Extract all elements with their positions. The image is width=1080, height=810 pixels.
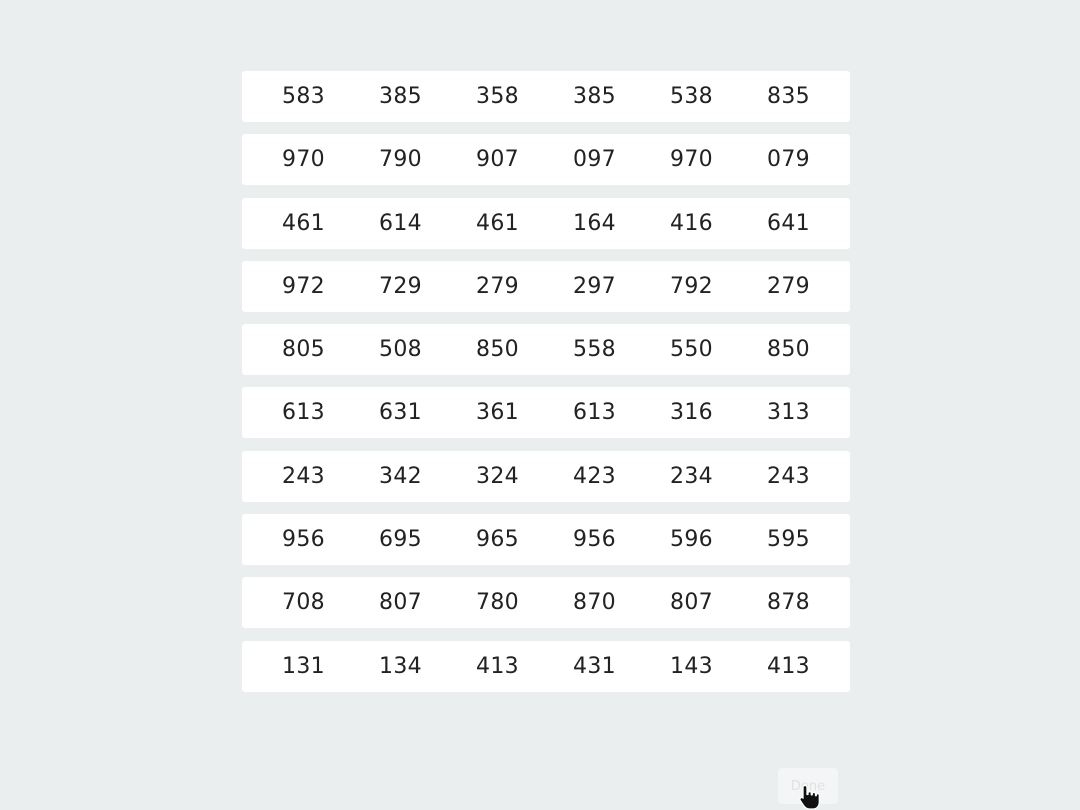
grid-cell[interactable]: 461 [282,210,325,236]
grid-cell[interactable]: 361 [476,400,519,426]
grid-cell[interactable]: 316 [670,400,713,426]
grid-cell[interactable]: 907 [476,147,519,173]
grid-cell[interactable]: 870 [573,590,616,616]
grid-cell[interactable]: 850 [767,337,810,363]
grid-cell[interactable]: 613 [573,400,616,426]
grid-cell[interactable]: 641 [767,210,810,236]
grid-cell[interactable]: 790 [379,147,422,173]
grid-cell[interactable]: 413 [767,653,810,679]
grid-cell[interactable]: 134 [379,653,422,679]
grid-cell[interactable]: 385 [573,84,616,109]
grid-row[interactable]: 708 807 780 870 807 878 [242,577,850,629]
grid-row[interactable]: 613 631 361 613 316 313 [242,387,850,439]
grid-cell[interactable]: 234 [670,463,713,489]
grid-cell[interactable]: 279 [476,273,519,299]
grid-row[interactable]: 956 695 965 956 596 595 [242,514,850,566]
grid-cell[interactable]: 595 [767,527,810,553]
grid-cell[interactable]: 807 [670,590,713,616]
grid-cell[interactable]: 423 [573,463,616,489]
grid-cell[interactable]: 708 [282,590,325,616]
grid-cell[interactable]: 807 [379,590,422,616]
grid-row[interactable]: 243 342 324 423 234 243 [242,450,850,502]
grid-cell[interactable]: 970 [670,147,713,173]
done-button[interactable]: Done [778,768,838,804]
grid-cell[interactable]: 965 [476,527,519,553]
grid-cell[interactable]: 583 [282,84,325,109]
grid-row[interactable]: 461 614 461 164 416 641 [242,197,850,249]
grid-cell[interactable]: 164 [573,210,616,236]
grid-cell[interactable]: 243 [282,463,325,489]
grid-cell[interactable]: 538 [670,84,713,109]
grid-cell[interactable]: 614 [379,210,422,236]
grid-cell[interactable]: 313 [767,400,810,426]
grid-row[interactable]: 805 508 850 558 550 850 [242,324,850,376]
number-grid: 583 385 358 385 538 835 970 790 907 097 … [242,71,850,704]
grid-cell[interactable]: 780 [476,590,519,616]
grid-cell[interactable]: 097 [573,147,616,173]
grid-cell[interactable]: 550 [670,337,713,363]
grid-cell[interactable]: 461 [476,210,519,236]
grid-cell[interactable]: 079 [767,147,810,173]
grid-row[interactable]: 970 790 907 097 970 079 [242,134,850,186]
grid-cell[interactable]: 613 [282,400,325,426]
grid-row[interactable]: 131 134 413 431 143 413 [242,640,850,692]
grid-cell[interactable]: 631 [379,400,422,426]
grid-cell[interactable]: 324 [476,463,519,489]
grid-cell[interactable]: 431 [573,653,616,679]
grid-cell[interactable]: 792 [670,273,713,299]
grid-cell[interactable]: 279 [767,273,810,299]
grid-cell[interactable]: 729 [379,273,422,299]
grid-cell[interactable]: 416 [670,210,713,236]
grid-cell[interactable]: 243 [767,463,810,489]
grid-cell[interactable]: 695 [379,527,422,553]
grid-cell[interactable]: 972 [282,273,325,299]
grid-cell[interactable]: 956 [282,527,325,553]
grid-cell[interactable]: 508 [379,337,422,363]
grid-cell[interactable]: 143 [670,653,713,679]
grid-cell[interactable]: 835 [767,84,810,109]
grid-cell[interactable]: 805 [282,337,325,363]
grid-row[interactable]: 972 729 279 297 792 279 [242,260,850,312]
grid-cell[interactable]: 878 [767,590,810,616]
grid-cell[interactable]: 297 [573,273,616,299]
grid-cell[interactable]: 131 [282,653,325,679]
grid-cell[interactable]: 850 [476,337,519,363]
grid-cell[interactable]: 385 [379,84,422,109]
grid-row[interactable]: 583 385 358 385 538 835 [242,71,850,122]
grid-cell[interactable]: 413 [476,653,519,679]
grid-cell[interactable]: 970 [282,147,325,173]
grid-cell[interactable]: 956 [573,527,616,553]
grid-cell[interactable]: 558 [573,337,616,363]
grid-cell[interactable]: 596 [670,527,713,553]
grid-cell[interactable]: 358 [476,84,519,109]
grid-cell[interactable]: 342 [379,463,422,489]
